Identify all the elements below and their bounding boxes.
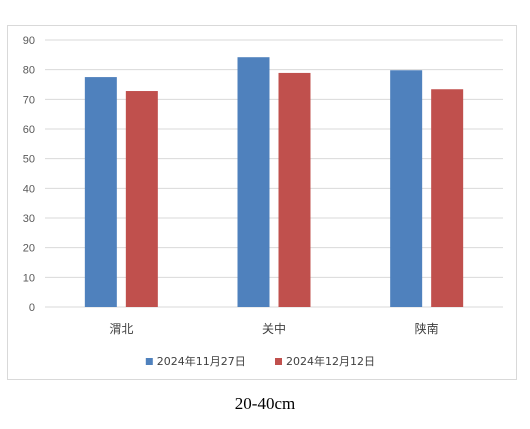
bar (431, 89, 464, 307)
legend-label: 2024年11月27日 (157, 354, 246, 368)
bar-chart: 0 10 20 30 40 50 60 70 80 90 渭北 关中 陕南 2024年11月27日 2024… (23, 35, 503, 368)
legend-swatch (275, 358, 282, 365)
y-tick-label: 50 (23, 154, 35, 166)
y-tick-label: 80 (23, 65, 35, 77)
x-category-label: 渭北 (109, 322, 133, 336)
bar (390, 70, 423, 307)
x-category-label: 关中 (262, 321, 286, 336)
y-tick-label: 90 (23, 35, 35, 47)
y-tick-label: 20 (23, 243, 35, 255)
bar (125, 91, 158, 307)
legend-swatch (145, 358, 153, 365)
y-tick-label: 70 (23, 94, 35, 106)
y-tick-label: 0 (29, 302, 35, 314)
y-tick-label: 60 (23, 124, 35, 136)
y-tick-label: 10 (23, 272, 35, 284)
y-tick-label: 40 (23, 183, 35, 195)
chart-caption: 20-40cm (234, 394, 296, 413)
y-tick-label: 30 (23, 213, 35, 225)
bar (237, 57, 270, 307)
legend-label: 2024年12月12日 (286, 354, 375, 368)
bar (84, 77, 117, 307)
bar (278, 72, 311, 308)
x-category-label: 陕南 (415, 321, 439, 336)
